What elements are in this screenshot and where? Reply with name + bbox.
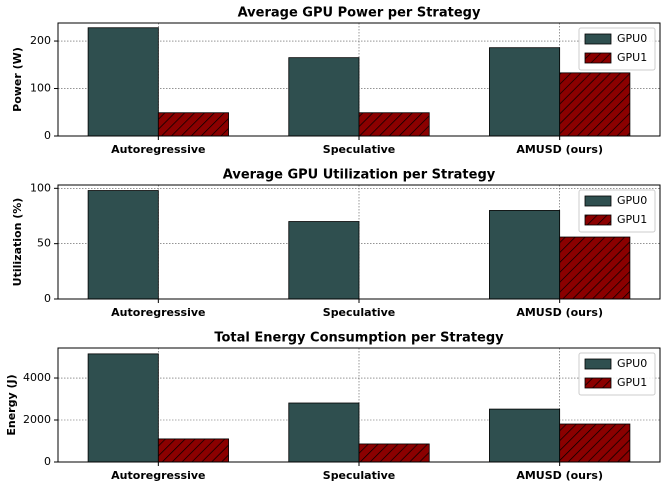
plot-frame (57, 347, 661, 463)
y-axis-label: Utilization (%) (11, 198, 24, 287)
bar (559, 236, 631, 300)
y-tick-label: 2000 (23, 413, 51, 426)
x-tick-label: Autoregressive (111, 306, 205, 319)
legend-swatch (584, 52, 612, 64)
legend-label: GPU0 (617, 357, 647, 370)
y-tick-label: 4000 (23, 371, 51, 384)
bar (358, 443, 430, 463)
chart-title: Average GPU Utilization per Strategy (223, 168, 496, 183)
legend-swatch (584, 214, 612, 226)
x-tick-label: Speculative (323, 469, 395, 482)
bar (87, 190, 159, 300)
y-tick-label: 0 (44, 455, 51, 468)
legend-swatch (584, 33, 612, 45)
bar (489, 210, 561, 300)
chart-title: Average GPU Power per Strategy (238, 6, 481, 21)
bar (157, 438, 229, 463)
bar (559, 72, 631, 137)
bar (87, 27, 159, 137)
bar (87, 353, 159, 463)
x-tick-label: AMUSD (ours) (516, 469, 603, 482)
y-tick-label: 100 (30, 82, 51, 95)
bar (559, 423, 631, 463)
y-tick-label: 0 (44, 292, 51, 305)
legend-label: GPU1 (617, 213, 647, 226)
chart-title: Total Energy Consumption per Strategy (214, 331, 504, 346)
bar (157, 112, 229, 137)
y-axis-label: Power (W) (11, 47, 24, 112)
x-tick-label: Speculative (323, 143, 395, 156)
legend-swatch (584, 358, 612, 370)
legend-swatch (584, 377, 612, 389)
legend-label: GPU1 (617, 51, 647, 64)
legend-label: GPU1 (617, 376, 647, 389)
y-tick-label: 100 (30, 181, 51, 194)
x-tick-label: AMUSD (ours) (516, 143, 603, 156)
bar (288, 221, 360, 300)
x-tick-label: Autoregressive (111, 143, 205, 156)
x-tick-label: Speculative (323, 306, 395, 319)
bar (489, 47, 561, 137)
plot-frame (57, 184, 661, 300)
y-tick-label: 50 (37, 237, 51, 250)
y-axis-label: Energy (J) (5, 374, 18, 435)
bar (288, 57, 360, 137)
bar (358, 112, 430, 137)
legend-swatch (584, 195, 612, 207)
legend-label: GPU0 (617, 194, 647, 207)
legend-label: GPU0 (617, 32, 647, 45)
bar (288, 402, 360, 463)
x-tick-label: Autoregressive (111, 469, 205, 482)
y-tick-label: 0 (44, 129, 51, 142)
y-tick-label: 200 (30, 34, 51, 47)
bar (489, 408, 561, 463)
plot-frame (57, 22, 661, 137)
x-tick-label: AMUSD (ours) (516, 306, 603, 319)
